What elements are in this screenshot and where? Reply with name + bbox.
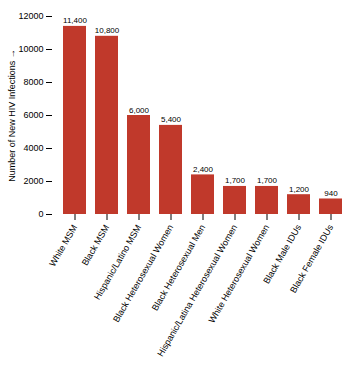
svg-text:1,700: 1,700 xyxy=(257,176,278,185)
svg-text:6,000: 6,000 xyxy=(129,106,150,115)
svg-text:940: 940 xyxy=(324,189,338,198)
svg-text:1,200: 1,200 xyxy=(289,185,310,194)
svg-text:White MSM: White MSM xyxy=(47,223,79,268)
svg-text:Number of New HIV Infections →: Number of New HIV Infections → xyxy=(7,49,17,182)
svg-text:Black MSM: Black MSM xyxy=(80,223,111,267)
svg-text:Hispanic/Latino MSM: Hispanic/Latino MSM xyxy=(92,222,144,302)
svg-text:0: 0 xyxy=(38,209,43,219)
svg-text:8000: 8000 xyxy=(23,77,43,87)
svg-text:Black Heterosexual Women: Black Heterosexual Women xyxy=(111,223,175,324)
svg-text:10000: 10000 xyxy=(18,44,43,54)
svg-text:2000: 2000 xyxy=(23,176,43,186)
svg-text:Black Male IDUs: Black Male IDUs xyxy=(261,222,304,286)
svg-text:1,700: 1,700 xyxy=(225,176,246,185)
svg-text:10,800: 10,800 xyxy=(95,26,120,35)
svg-text:Hispanic/Latina Heterosexual W: Hispanic/Latina Heterosexual Women xyxy=(155,222,240,359)
svg-text:Black Heterosexual Men: Black Heterosexual Men xyxy=(150,223,207,312)
svg-text:11,400: 11,400 xyxy=(63,16,87,25)
svg-text:6000: 6000 xyxy=(23,110,43,120)
svg-text:12000: 12000 xyxy=(18,11,43,21)
svg-text:5,400: 5,400 xyxy=(161,115,182,124)
svg-text:White Heterosexual Women: White Heterosexual Women xyxy=(207,223,272,325)
svg-text:4000: 4000 xyxy=(23,143,43,153)
svg-text:Black Female IDUs: Black Female IDUs xyxy=(288,223,335,295)
svg-text:2,400: 2,400 xyxy=(193,165,214,174)
